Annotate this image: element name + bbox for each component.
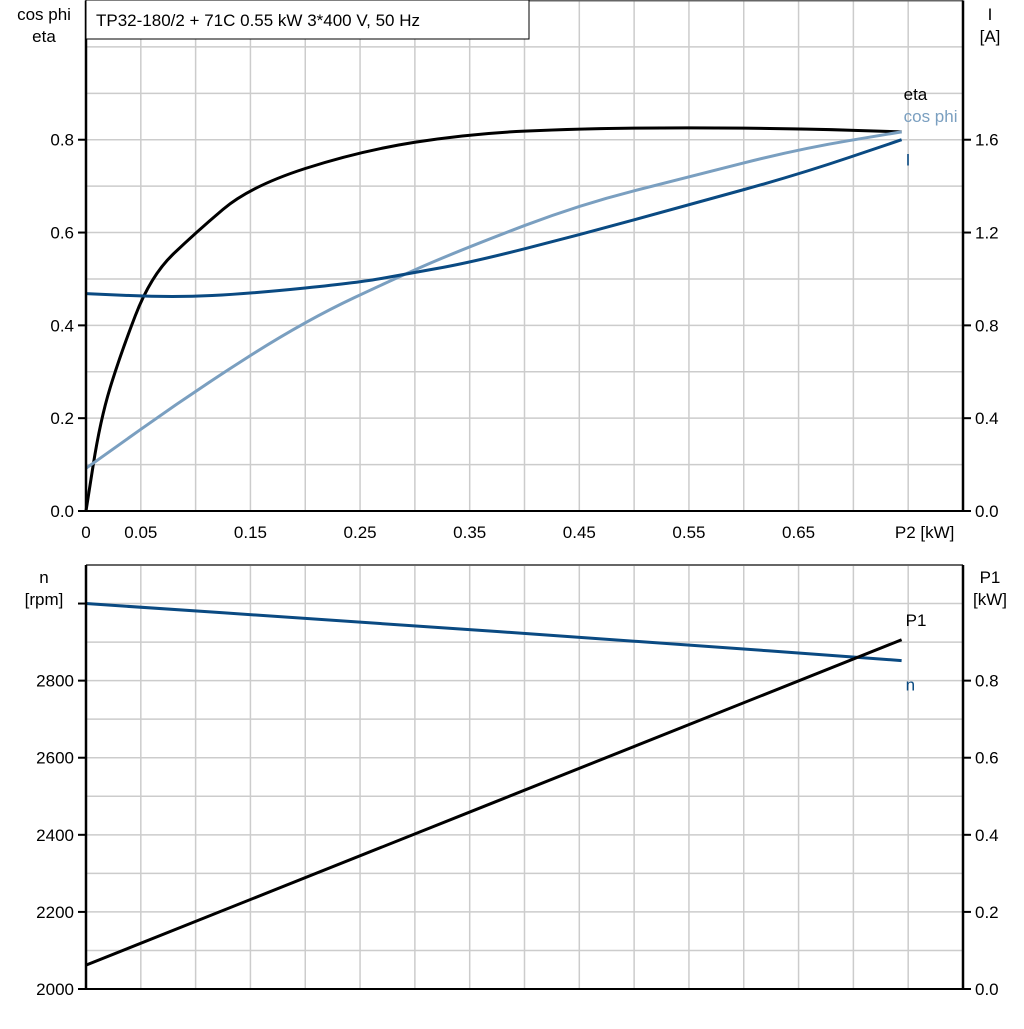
right-tick-label: 0.8: [975, 316, 999, 335]
x-axis-label: P2 [kW]: [895, 523, 955, 542]
x-tick-label: 0.55: [672, 523, 705, 542]
left-tick-label: 2600: [36, 749, 74, 768]
right-tick-label: 0.0: [975, 980, 999, 999]
left-tick-label: 0.8: [50, 131, 74, 150]
x-tick-label: 0: [81, 523, 90, 542]
top-grid: [86, 0, 963, 511]
left-tick-label: 0.0: [50, 502, 74, 521]
curves: [84, 126, 903, 967]
left-tick-label: 2400: [36, 826, 74, 845]
right-tick-label: 0.6: [975, 749, 999, 768]
right-axis-label: I: [988, 5, 993, 24]
series-label-p1: P1: [906, 611, 927, 630]
series-line-cos-phi: [85, 130, 902, 470]
x-tick-label: 0.25: [344, 523, 377, 542]
series-line-i: [85, 138, 903, 299]
title-box: [85, 0, 530, 40]
right-tick-label: 1.6: [975, 131, 999, 150]
x-tick-label: 0.15: [234, 523, 267, 542]
series-line-eta: [84, 126, 902, 512]
right-tick-label: 0.8: [975, 672, 999, 691]
right-axis-label: [kW]: [973, 590, 1007, 609]
series-label-i: I: [906, 151, 911, 170]
left-axis-label: cos phi: [17, 5, 71, 24]
x-tick-label: 0.35: [453, 523, 486, 542]
left-axis-label: n: [39, 568, 48, 587]
series-line-n: [85, 602, 902, 663]
left-tick-label: 2000: [36, 980, 74, 999]
series-line-p1: [85, 638, 903, 967]
left-tick-label: 0.4: [50, 316, 74, 335]
x-tick-label: 0.65: [782, 523, 815, 542]
left-tick-label: 2200: [36, 903, 74, 922]
left-tick-label: 0.6: [50, 224, 74, 243]
series-label-cos-phi: cos phi: [904, 107, 958, 126]
x-tick-label: 0.45: [563, 523, 596, 542]
left-axis-label: [rpm]: [25, 590, 64, 609]
right-axis-label: P1: [980, 568, 1001, 587]
right-tick-label: 0.0: [975, 502, 999, 521]
bottom-grid: [86, 564, 963, 989]
left-tick-label: 0.2: [50, 409, 74, 428]
x-tick-label: 0.05: [124, 523, 157, 542]
right-tick-label: 0.4: [975, 409, 999, 428]
series-label-eta: eta: [904, 85, 928, 104]
right-tick-label: 0.2: [975, 903, 999, 922]
left-tick-label: 2800: [36, 672, 74, 691]
right-axis-label: [A]: [980, 27, 1001, 46]
right-tick-label: 1.2: [975, 224, 999, 243]
series-label-n: n: [906, 676, 915, 695]
labels: 0.0 0.2 0.4 0.6 0.8 0.0 0.4 0.8 1.2 1.6 cos phi eta…: [17, 5, 1007, 999]
chart-title: TP32-180/2 + 71C 0.55 kW 3*400 V, 50 Hz: [96, 11, 420, 30]
right-tick-label: 0.4: [975, 826, 999, 845]
left-axis-label: eta: [32, 27, 56, 46]
